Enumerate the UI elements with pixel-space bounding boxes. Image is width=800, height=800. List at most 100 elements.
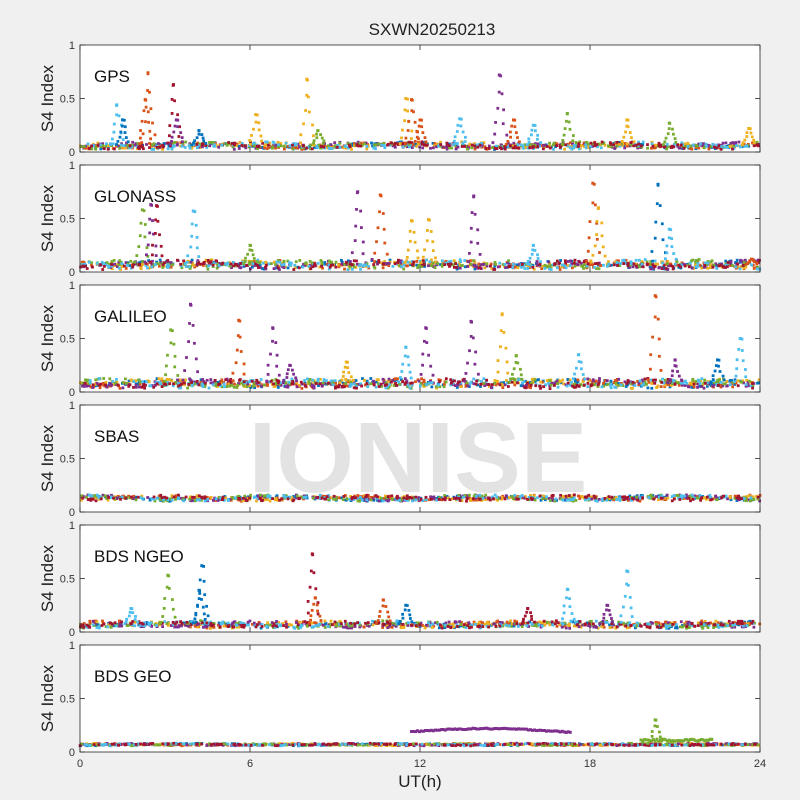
scatter-point [669,262,673,266]
scatter-point [548,262,551,266]
scatter-point [595,267,598,270]
scatter-point [219,496,223,500]
scatter-point [568,494,571,497]
scatter-point [202,261,206,265]
scatter-point [310,147,314,151]
scatter-point [710,497,714,501]
scatter-point [409,263,412,267]
spike-point [461,130,465,134]
spike-point [135,254,139,257]
scatter-point [660,143,663,147]
spike-point [321,142,325,145]
scatter-point [482,141,486,145]
scatter-point [123,146,126,150]
scatter-point [498,383,502,387]
scatter-point [605,264,609,268]
spike-point [193,139,196,143]
scatter-point [457,494,461,497]
spike-point [202,139,206,143]
spike-peak-point [316,129,320,133]
y-tick-label: 0.5 [60,94,75,106]
scatter-point [172,141,175,145]
scatter-point [678,146,682,150]
scatter-point [527,263,531,266]
scatter-point [668,383,672,387]
scatter-point [105,385,109,389]
scatter-point [749,499,752,503]
scatter-point [170,379,174,383]
scatter-point [443,263,447,266]
scatter-point [131,140,135,144]
scatter-point [129,266,133,270]
scatter-point [640,378,644,382]
spike-point [141,132,145,136]
scatter-point [316,146,319,150]
scatter-point [214,382,218,386]
scatter-point [690,383,694,386]
scatter-point [582,267,585,270]
scatter-point [481,496,485,500]
scatter-point [457,497,461,500]
scatter-point [698,385,702,388]
scatter-point [681,145,685,149]
spike-peak-point [410,98,413,102]
baseline-points [79,258,762,271]
scatter-point [396,377,399,381]
scatter-point [663,383,667,387]
scatter-point [572,496,576,500]
scatter-point [676,145,680,148]
scatter-point [259,493,262,497]
scatter-point [657,141,661,145]
spike-peak-point [418,118,422,122]
spike-point [151,121,154,125]
spike-point [140,119,144,123]
spike-point [143,223,147,226]
scatter-point [421,499,425,503]
scatter-point [244,146,248,150]
scatter-point [285,495,288,499]
scatter-point [219,384,222,388]
scatter-point [578,497,582,500]
scatter-point [703,378,707,382]
spike-point [173,124,177,128]
spike-point [534,129,537,133]
scatter-point [85,495,88,499]
scatter-point [303,379,306,382]
scatter-point [264,267,268,271]
spike-point [745,131,749,134]
scatter-point [513,493,517,497]
scatter-point [286,266,290,270]
scatter-point [666,378,670,381]
scatter-point [516,381,519,385]
scatter-point [188,146,192,150]
scatter-point [455,383,459,387]
scatter-point [755,494,758,498]
scatter-point [591,145,594,148]
scatter-point [278,268,281,271]
spike-point [471,336,475,340]
scatter-point [377,385,381,388]
scatter-point [696,382,700,386]
scatter-point [365,145,369,148]
scatter-point [247,380,251,384]
spike-point [112,130,116,134]
scatter-point [686,141,690,145]
scatter-point [533,143,537,147]
scatter-point [311,384,315,387]
scatter-point [419,497,423,501]
scatter-point [381,499,385,503]
scatter-point [250,144,254,148]
scatter-point [561,495,565,499]
scatter-point [136,382,140,386]
scatter-point [587,379,591,382]
scatter-point [689,144,693,148]
scatter-point [676,494,679,497]
spike-peak-point [597,206,600,210]
spike-point [453,135,457,139]
scatter-point [148,384,152,388]
scatter-point [415,260,419,263]
scatter-point [182,499,185,503]
scatter-point [332,383,335,387]
scatter-point [366,498,370,501]
